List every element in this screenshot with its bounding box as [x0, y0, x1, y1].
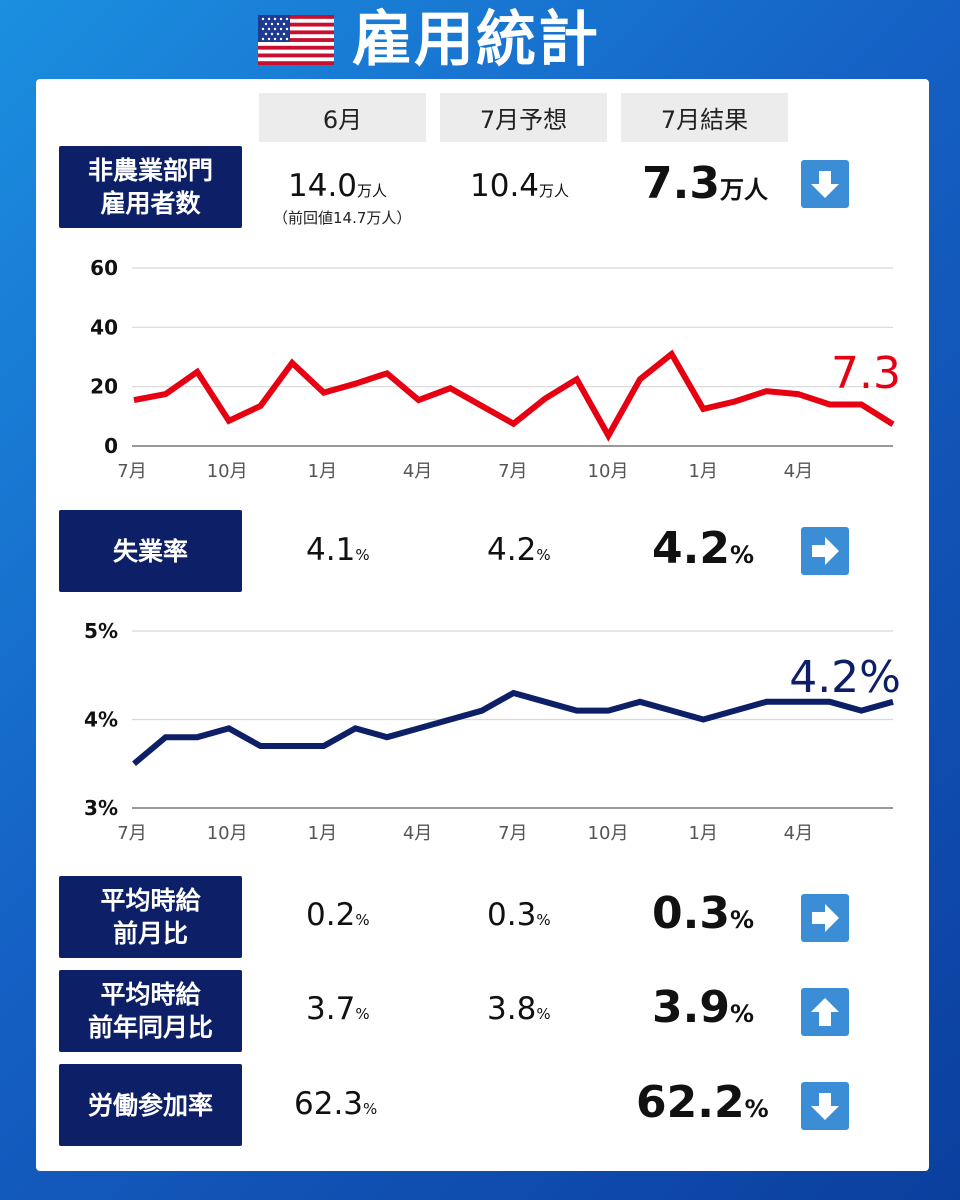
unemployment-chart-y-tick-label: 3% — [84, 796, 118, 820]
label-line: 平均時給 — [100, 980, 201, 1009]
unemployment-chart-y-tick-label: 4% — [84, 708, 118, 732]
arrow-right-icon — [801, 894, 849, 942]
nfp-chart-x-tick-label: 1月 — [688, 461, 717, 482]
unemployment-chart-end-label: 4.2% — [789, 652, 901, 703]
nfp-chart-y-tick-label: 40 — [90, 315, 118, 339]
label-line: 前年同月比 — [87, 1013, 213, 1042]
nfp-chart-x-tick-label: 10月 — [588, 461, 629, 482]
label-line: 雇用者数 — [100, 189, 201, 218]
label-line: 前月比 — [112, 919, 188, 948]
nfp-chart-x-tick-label: 4月 — [784, 461, 813, 482]
label-line: 労働参加率 — [87, 1090, 213, 1120]
unemployment-chart-x-tick-label: 4月 — [784, 823, 813, 844]
arrow-down-icon — [801, 1082, 849, 1130]
wage-yoy-forecast-value: 3.8% — [487, 991, 551, 1027]
label-line: 失業率 — [112, 536, 188, 566]
unemployment-forecast-value: 4.2% — [487, 532, 551, 568]
nfp-forecast-value: 10.4万人 — [470, 168, 570, 204]
label-nonfarm-payrolls: 非農業部門 雇用者数 — [59, 146, 242, 228]
label-line: 非農業部門 — [87, 156, 213, 185]
label-labor-participation-rate: 労働参加率 — [59, 1064, 242, 1146]
label-unemployment-rate: 失業率 — [59, 510, 242, 592]
unemployment-chart-x-tick-label: 7月 — [117, 823, 146, 844]
unemployment-june-value: 4.1% — [306, 532, 370, 568]
nfp-chart-y-tick-label: 0 — [104, 434, 118, 458]
nfp-chart-x-tick-label: 10月 — [207, 461, 248, 482]
nfp-chart-end-label: 7.3 — [831, 348, 901, 399]
unemployment-chart-y-tick-label: 5% — [84, 619, 118, 643]
nfp-chart-x-tick-label: 7月 — [498, 461, 527, 482]
wage-mom-june-value: 0.2% — [306, 897, 370, 933]
arrow-up-icon — [801, 988, 849, 1036]
us-flag-icon — [258, 15, 334, 65]
unemployment-chart-x-tick-label: 10月 — [588, 823, 629, 844]
wage-mom-result-value: 0.3% — [652, 888, 754, 939]
nfp-result-value: 7.3万人 — [642, 158, 768, 209]
unemployment-chart-x-tick-label: 1月 — [688, 823, 717, 844]
wage-yoy-june-value: 3.7% — [306, 991, 370, 1027]
nfp-chart-x-tick-label: 4月 — [403, 461, 432, 482]
unemployment-chart-series-line — [132, 689, 894, 767]
nfp-chart-y-tick-label: 60 — [90, 256, 118, 280]
wage-yoy-result-value: 3.9% — [652, 982, 754, 1033]
unemployment-result-value: 4.2% — [652, 523, 754, 574]
nfp-chart-x-tick-label: 1月 — [308, 461, 337, 482]
label-avg-hourly-earnings-yoy: 平均時給 前年同月比 — [59, 970, 242, 1052]
column-header-result: 7月結果 — [621, 93, 788, 142]
arrow-right-icon — [801, 527, 849, 575]
unemployment-chart-x-tick-label: 7月 — [498, 823, 527, 844]
page-title: 雇用統計 — [352, 5, 600, 75]
label-avg-hourly-earnings-mom: 平均時給 前月比 — [59, 876, 242, 958]
unemployment-chart-x-tick-label: 10月 — [207, 823, 248, 844]
nfp-previous-note: （前回値14.7万人） — [273, 209, 412, 227]
arrow-down-icon — [801, 160, 849, 208]
column-header-june: 6月 — [259, 93, 426, 142]
nfp-chart-x-tick-label: 7月 — [117, 461, 146, 482]
participation-result-value: 62.2% — [636, 1077, 769, 1128]
nfp-june-value: 14.0万人 — [288, 168, 388, 204]
participation-june-value: 62.3% — [294, 1086, 378, 1122]
wage-mom-forecast-value: 0.3% — [487, 897, 551, 933]
column-header-forecast: 7月予想 — [440, 93, 607, 142]
unemployment-chart-x-tick-label: 1月 — [308, 823, 337, 844]
nfp-chart-y-tick-label: 20 — [90, 375, 118, 399]
label-line: 平均時給 — [100, 886, 201, 915]
header: 雇用統計 — [0, 0, 960, 80]
unemployment-chart-x-tick-label: 4月 — [403, 823, 432, 844]
